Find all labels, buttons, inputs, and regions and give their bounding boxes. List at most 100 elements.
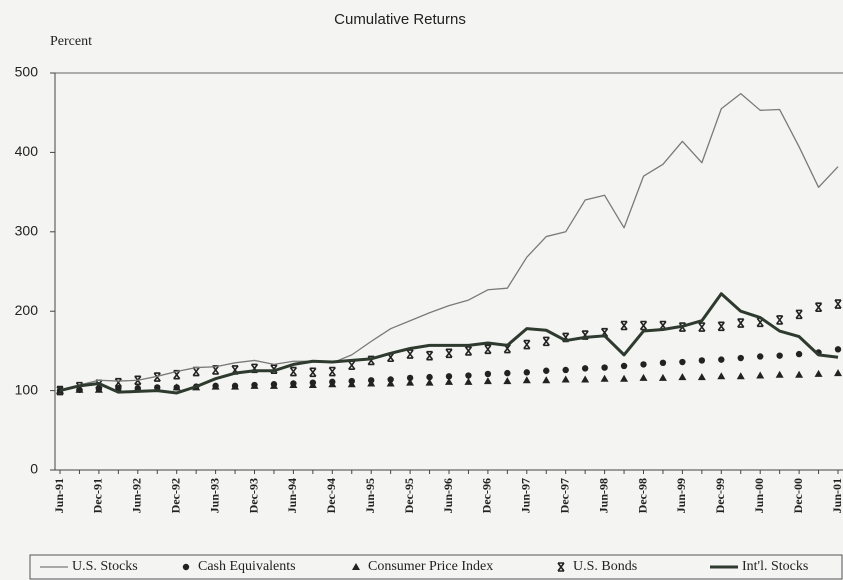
x-marker (776, 315, 784, 325)
triangle-marker (269, 381, 278, 389)
series-line (59, 92, 839, 392)
x-tick-label: Dec-92 (168, 478, 182, 513)
dot-marker (737, 354, 744, 362)
x-tick-label: Dec-97 (557, 478, 571, 513)
triangle-marker (347, 380, 356, 388)
y-tick-label: 0 (30, 461, 38, 477)
dot-marker (465, 372, 472, 379)
x-marker (542, 336, 550, 347)
triangle-marker (172, 383, 181, 391)
x-tick-label: Dec-94 (324, 478, 338, 513)
dot-marker (562, 366, 569, 374)
x-marker (600, 327, 609, 338)
triangle-marker (561, 375, 570, 383)
triangle-marker (795, 370, 804, 378)
x-marker (659, 320, 667, 331)
x-marker (192, 366, 200, 377)
x-marker (834, 299, 842, 309)
x-tick-label: Jun-01 (830, 478, 843, 513)
dot-marker (679, 358, 686, 366)
x-marker (425, 350, 434, 361)
legend-label: Int'l. Stocks (742, 559, 808, 574)
triangle-marker (231, 382, 240, 390)
dot-marker (718, 356, 725, 363)
x-marker (231, 365, 239, 375)
x-marker (795, 309, 803, 320)
x-marker (173, 369, 181, 380)
triangle-marker (483, 377, 492, 385)
x-tick-label: Dec-91 (91, 478, 105, 513)
x-tick-label: Dec-99 (713, 478, 727, 513)
x-marker (717, 321, 725, 332)
triangle-marker (658, 373, 667, 381)
dot-marker (757, 353, 764, 360)
dot-marker (445, 373, 453, 380)
dot-marker (581, 365, 589, 372)
x-marker (387, 352, 395, 363)
dot-marker (659, 359, 667, 367)
y-tick-label: 400 (15, 143, 39, 159)
x-marker (737, 318, 745, 328)
triangle-marker (406, 378, 415, 386)
triangle-marker (352, 563, 360, 570)
x-tick-label: Dec-00 (791, 478, 805, 513)
triangle-marker (775, 370, 784, 378)
dot-marker (484, 370, 492, 378)
triangle-marker (639, 373, 648, 381)
triangle-marker (620, 374, 629, 382)
triangle-marker (386, 379, 395, 387)
y-tick-label: 300 (15, 223, 39, 239)
triangle-marker (834, 369, 842, 377)
x-marker (698, 322, 706, 332)
legend-label: Consumer Price Index (368, 559, 493, 574)
legend-label: Cash Equivalents (198, 559, 296, 574)
triangle-marker (425, 378, 434, 386)
dot-marker (640, 361, 647, 368)
dot-marker (543, 367, 550, 374)
x-marker (523, 339, 531, 350)
triangle-marker (289, 381, 298, 389)
x-tick-label: Dec-95 (402, 478, 416, 513)
triangle-marker (581, 375, 590, 383)
triangle-marker (464, 377, 473, 385)
triangle-marker (717, 372, 726, 380)
x-marker (250, 363, 259, 374)
legend-box (29, 554, 843, 580)
x-marker (756, 317, 764, 328)
x-marker (484, 344, 492, 355)
triangle-marker (697, 373, 706, 381)
x-tick-label: Jun-99 (674, 478, 688, 513)
dot-marker (698, 357, 706, 364)
x-tick-label: Jun-94 (285, 478, 299, 513)
x-tick-label: Jun-91 (52, 478, 66, 513)
y-tick-label: 200 (15, 302, 39, 318)
x-marker (309, 367, 317, 378)
chart-title: Cumulative Returns (334, 11, 466, 28)
x-marker (639, 320, 648, 331)
x-tick-label: Jun-96 (441, 478, 455, 513)
x-tick-label: Dec-96 (480, 478, 494, 513)
x-marker (445, 348, 453, 359)
y-tick-label: 500 (15, 64, 39, 80)
x-marker (503, 343, 511, 354)
dot-marker (406, 374, 414, 382)
x-marker (211, 365, 220, 375)
y-tick-label: 100 (15, 381, 39, 397)
x-marker (289, 366, 298, 377)
dot-marker (182, 563, 190, 571)
triangle-marker (211, 382, 220, 390)
triangle-marker (522, 376, 531, 384)
x-tick-label: Jun-93 (207, 478, 221, 513)
dot-marker (504, 369, 511, 377)
legend-label: U.S. Bonds (573, 559, 637, 574)
triangle-marker (94, 385, 103, 393)
x-tick-label: Dec-98 (635, 478, 649, 513)
triangle-marker (445, 377, 453, 385)
triangle-marker (678, 373, 687, 381)
x-marker (328, 366, 336, 377)
x-marker (153, 372, 161, 382)
triangle-marker (133, 384, 142, 392)
dot-marker (601, 364, 608, 371)
triangle-marker (328, 380, 337, 388)
